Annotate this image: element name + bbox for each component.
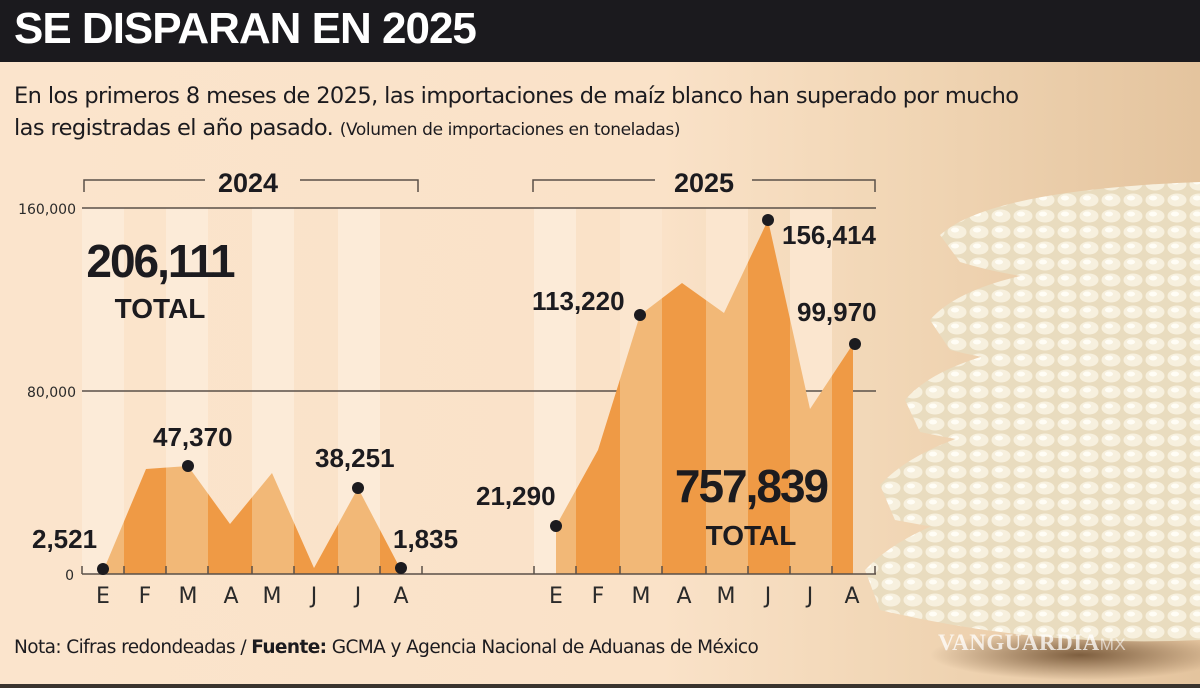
month-label: A [223, 584, 238, 609]
x-axis-2025 [424, 566, 876, 575]
month-label: M [717, 584, 736, 609]
month-label: E [96, 584, 110, 609]
ytick-80000: 80,000 [27, 385, 76, 401]
month-label: F [139, 584, 152, 609]
month-label: M [179, 584, 198, 609]
month-label: J [763, 584, 772, 609]
total-value-2025: 757,839 [675, 460, 828, 512]
month-label: A [393, 584, 408, 609]
month-label: A [844, 584, 859, 609]
month-label: M [632, 584, 651, 609]
month-label: F [592, 584, 605, 609]
points-2024 [97, 460, 407, 575]
value-label-aug-2024: 1,835 [393, 524, 458, 554]
title-bar: SE DISPARAN EN 2025 [0, 0, 1200, 62]
month-label: E [549, 584, 563, 609]
subtitle-line-1: En los primeros 8 meses de 2025, las imp… [14, 83, 1019, 109]
total-label-2025: TOTAL [706, 520, 797, 551]
data-point [550, 520, 562, 532]
month-labels-2025: E F M A M J J A [549, 584, 859, 609]
total-value-2024: 206,111 [86, 235, 235, 287]
subtitle: En los primeros 8 meses de 2025, las imp… [14, 80, 1019, 146]
bottom-border [0, 684, 1200, 688]
value-label-jun-2025: 156,414 [782, 220, 877, 250]
total-label-2024: TOTAL [115, 293, 206, 324]
vanguardia-logo: VANGUARDIAMX [938, 630, 1127, 655]
month-label: A [676, 584, 691, 609]
data-point [352, 482, 364, 494]
value-label-mar-2025: 113,220 [532, 286, 625, 316]
data-point [395, 562, 407, 574]
data-point [762, 214, 774, 226]
year-label-2025: 2025 [674, 168, 734, 198]
data-point [634, 309, 646, 321]
points-2025 [550, 214, 861, 532]
value-label-jul-2024: 38,251 [315, 443, 395, 473]
chart-title: SE DISPARAN EN 2025 [14, 4, 477, 53]
month-label: J [353, 584, 362, 609]
bracket-2024 [83, 179, 419, 192]
subtitle-line-2: las registradas el año pasado. (Volumen … [14, 115, 681, 141]
month-label: J [805, 584, 814, 609]
bracket-2025 [532, 179, 876, 192]
value-label-jan-2025: 21,290 [476, 481, 556, 511]
ytick-0: 0 [65, 568, 74, 584]
month-label: J [309, 584, 318, 609]
month-labels-2024: E F M A M J J A [96, 584, 408, 609]
year-label-2024: 2024 [218, 168, 278, 198]
value-label-aug-2025: 99,970 [797, 297, 877, 327]
value-label-jan-2024: 2,521 [32, 524, 97, 554]
data-point [97, 563, 109, 575]
footer-note: Nota: Cifras redondeadas / Fuente: GCMA … [14, 637, 759, 658]
ytick-160000: 160,000 [18, 202, 76, 218]
value-label-mar-2024: 47,370 [153, 422, 233, 452]
data-point [849, 338, 861, 350]
month-label: M [263, 584, 282, 609]
data-point [182, 460, 194, 472]
unit-note: (Volumen de importaciones en toneladas) [339, 120, 681, 140]
x-axis-2024 [81, 566, 424, 575]
